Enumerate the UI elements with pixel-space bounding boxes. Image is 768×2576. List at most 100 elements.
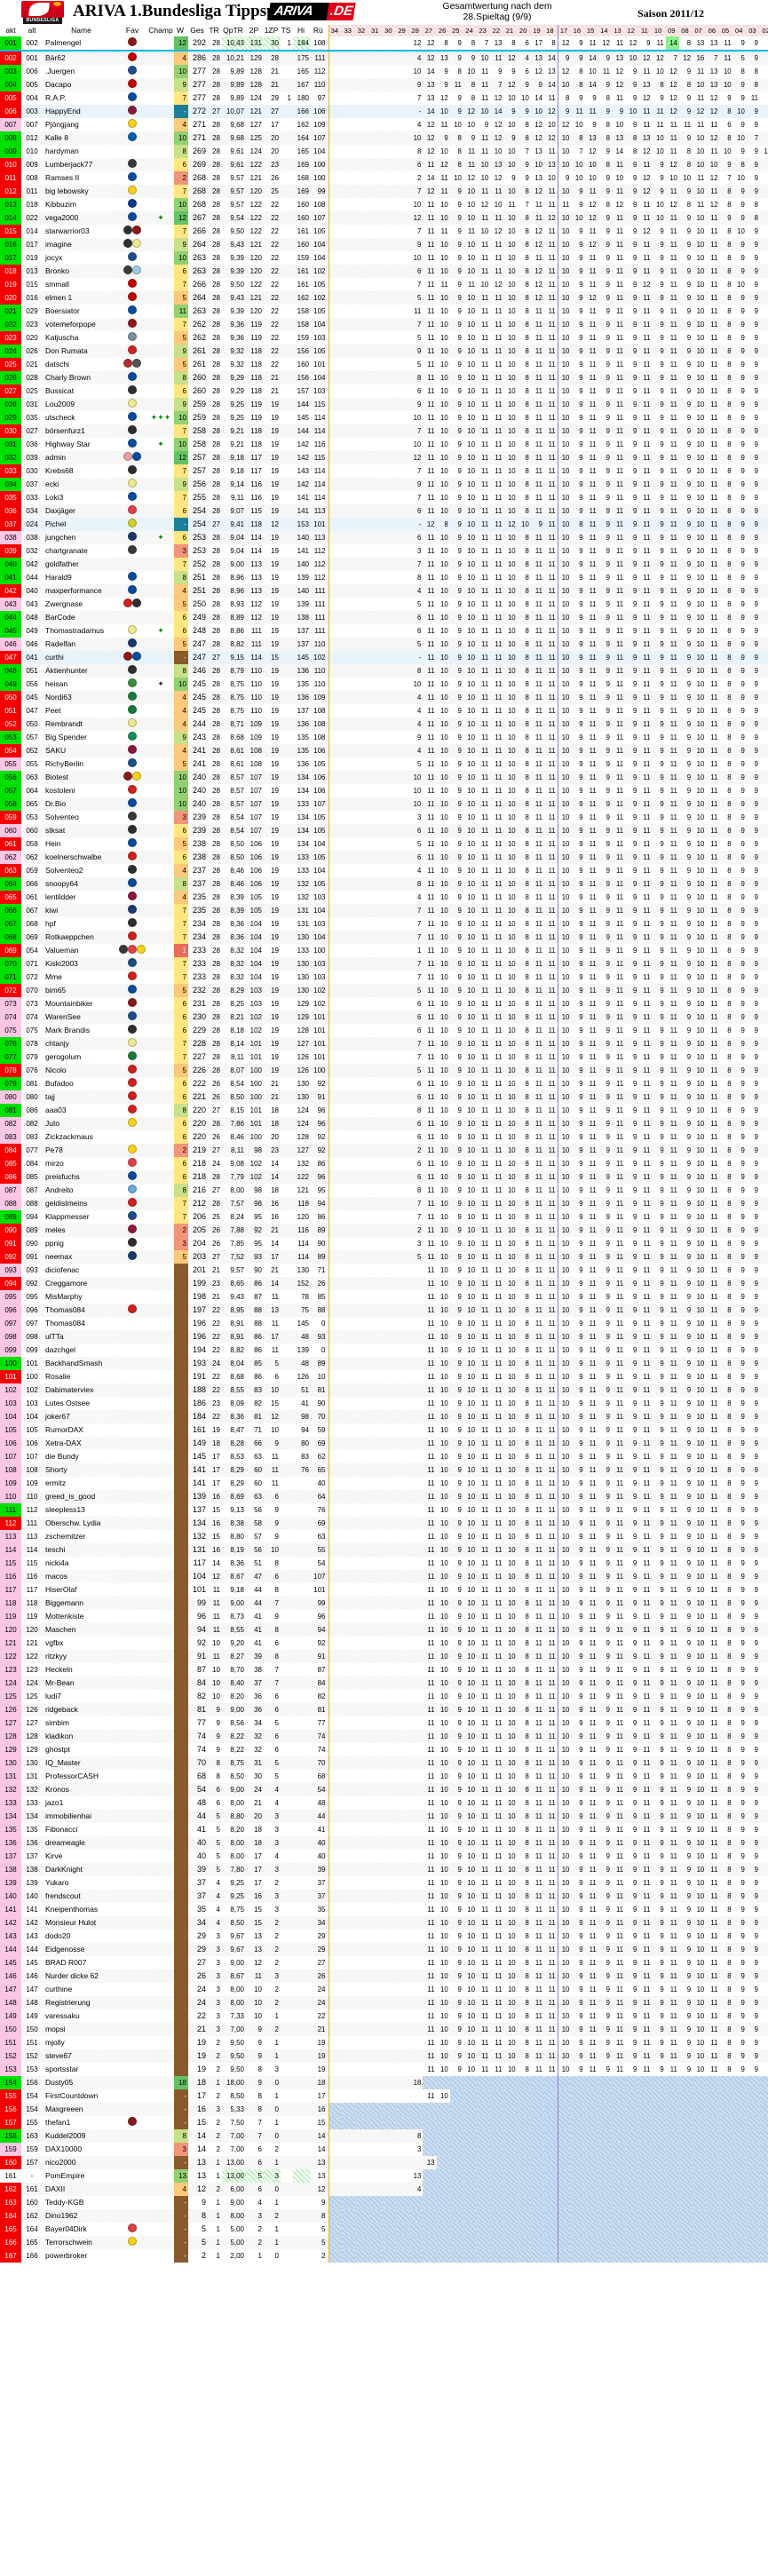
player-name[interactable]: Solventeo2: [45, 866, 83, 875]
player-name[interactable]: Pjöngjang: [45, 120, 79, 129]
table-row[interactable]: 017 019 jocyx 10 263 28 9,39 120 22 159 104 10 11 10 9…: [0, 251, 768, 265]
player-name[interactable]: Dr.Bio: [43, 797, 117, 811]
player-name[interactable]: Mme: [45, 972, 62, 981]
player-name[interactable]: elmen 1: [43, 291, 117, 305]
table-row[interactable]: 076 078 chtanjy 7 228 28 8,14 101 19 127 101 7 11 10 9…: [0, 1037, 768, 1050]
table-row[interactable]: 061 058 Hein 5 238 28 8,50 106 19 134 104 5 11 10 9 10 1…: [0, 837, 768, 851]
player-name[interactable]: vega2000: [43, 211, 117, 225]
table-row[interactable]: 049 056 heisan ✦ 10 245 28 8,75 110 19 135 110 10 11 1…: [0, 678, 768, 691]
player-name[interactable]: Peet: [45, 706, 61, 715]
table-row[interactable]: 088 088 geldistmeins 7 212 28 7,57 98 16 118 94 7 11…: [0, 1197, 768, 1210]
player-name[interactable]: Big Spender: [45, 733, 87, 741]
table-row[interactable]: 080 080 tajj 6 221 26 8,50 100 21 130 91 6 11 10 9 10 11…: [0, 1090, 768, 1104]
player-name[interactable]: Hein: [45, 839, 61, 848]
player-name[interactable]: hpf: [45, 919, 56, 928]
table-row[interactable]: 011 008 Ramses II 2 268 28 9,57 121 26 168 100 2 14 1…: [0, 171, 768, 185]
player-name[interactable]: Thomas084: [45, 1319, 85, 1328]
table-row[interactable]: 028 031 Lou2009 9 259 28 9,25 119 19 144 115 9 11 10 9…: [0, 398, 768, 411]
player-name[interactable]: .Juergen: [45, 67, 75, 75]
player-name[interactable]: Lumberjack77: [43, 158, 117, 171]
table-row[interactable]: 066 067 kiwi 7 235 28 8,39 105 19 131 104 7 11 10 9 10 1…: [0, 904, 768, 917]
player-name[interactable]: stksat: [43, 824, 117, 837]
table-row[interactable]: 055 055 RichyBerlin 5 241 28 8,61 108 19 136 105 5 1…: [0, 757, 768, 771]
table-row[interactable]: 006 003 HappyEnd -272 27 10,07 121 27 166 106-14 1…: [0, 105, 768, 118]
table-row[interactable]: 045 049 Thomastradamus ✦ 6 248 28 8,86 111 19 137 1…: [0, 624, 768, 638]
table-row[interactable]: 069 054 Valueman 1 233 28 8,32 104 19 133 100 1 11 10…: [0, 944, 768, 957]
table-row[interactable]: 024 026 Don Rumata 9 261 28 9,32 118 22 156 105 9 11…: [0, 345, 768, 358]
player-name[interactable]: starwarrior03: [45, 226, 90, 235]
table-row[interactable]: 053 057 Big Spender 9 243 28 8,68 109 19 135 108 9 1…: [0, 731, 768, 744]
table-row[interactable]: 015 014 starwarrior03 7 266 28 9,50 122 22 161 105…: [0, 225, 768, 238]
table-row[interactable]: 064 066 snoopy64 8 237 28 8,46 106 19 132 105 8 11 10…: [0, 877, 768, 891]
player-name[interactable]: Krebs68: [45, 466, 74, 475]
table-row[interactable]: 010 009 Lumberjack77 6 269 28 9,61 122 23 169 100 6…: [0, 158, 768, 171]
table-row[interactable]: 031 036 Highway Star ✦ 10 258 28 9,21 118 19 142 11…: [0, 438, 768, 451]
table-row[interactable]: 046 046 Radelfan 5 247 28 8,82 111 19 137 110 5 11 10…: [0, 638, 768, 651]
table-row[interactable]: 013 018 Kibbuzim 10 268 28 9,57 122 22 160 108 10 11…: [0, 198, 768, 211]
table-row[interactable]: 087 087 Andreito 8 216 27 8,00 98 18 121 95 8 11 10 9 1…: [0, 1184, 768, 1197]
table-row[interactable]: 068 069 Rotkaeppchen 7 234 28 8,36 104 19 130 104 7…: [0, 931, 768, 944]
player-name[interactable]: Ramses II: [45, 173, 80, 182]
table-row[interactable]: 002 001 Bär62 4 286 28 10,21 129 28 175 111 4 12 13 9 9…: [0, 51, 768, 65]
player-name[interactable]: chtanjy: [43, 1037, 117, 1050]
table-row[interactable]: 016 017 imagine 9 264 28 9,43 121 22 160 104 9 11 10 9…: [0, 238, 768, 251]
table-row[interactable]: 043 043 Zwergnase 5 250 28 8,93 112 19 139 111 5 11 1…: [0, 598, 768, 611]
player-name[interactable]: heisan: [45, 679, 68, 688]
player-name[interactable]: goldfather: [43, 558, 117, 571]
table-row[interactable]: 001 002 Palmengel 12 292 28 10,43 131 30 1 184 108 1…: [0, 36, 768, 52]
table-row[interactable]: 040 042 goldfather 7 252 28 9,00 113 19 140 112 7 11…: [0, 558, 768, 571]
player-name[interactable]: Daxjäger: [43, 504, 117, 518]
table-row[interactable]: 057 064 kostoleni 10 240 28 8,57 107 19 134 106 10 1…: [0, 784, 768, 797]
table-row[interactable]: 095 095 MisMarphy 198 21 9,43 87 11 78 85 11 10 9 10 1…: [0, 1290, 768, 1304]
player-name[interactable]: Mark Brandis: [45, 1026, 91, 1034]
player-name[interactable]: smmall: [45, 280, 69, 289]
table-row[interactable]: 048 051 Aktienhunter 8 246 28 8,79 110 19 136 110 8…: [0, 664, 768, 678]
table-row[interactable]: 060 060 stksat 6 239 28 8,54 107 19 134 105 6 11 10 9 1…: [0, 824, 768, 837]
player-name[interactable]: Bär62: [43, 51, 117, 65]
player-name[interactable]: SAKU: [43, 744, 117, 757]
table-row[interactable]: 044 048 BarCode 6 249 28 8,89 112 19 138 111 6 11 10 9…: [0, 611, 768, 624]
table-row[interactable]: 025 021 datschi 5 261 28 9,32 118 22 160 101 5 11 10 9…: [0, 358, 768, 371]
player-name[interactable]: Lou2009: [43, 398, 117, 411]
table-row[interactable]: 090 089 meles 2 205 26 7,88 92 21 116 89 2 11 10 9 10 11…: [0, 1224, 768, 1237]
table-row[interactable]: 085 084 mirzo 6 218 24 9,08 102 14 132 86 6 11 10 9 10 1…: [0, 1157, 768, 1170]
player-name[interactable]: Mountainbiker: [45, 999, 93, 1008]
table-row[interactable]: 014 022 vega2000 ✦ 12 267 28 9,54 122 22 160 107 12 1…: [0, 211, 768, 225]
player-name[interactable]: Bufadoo: [45, 1079, 74, 1088]
table-row[interactable]: 009 010 hardyman 8 269 28 9,61 124 20 165 104 8 12 10…: [0, 145, 768, 158]
table-row[interactable]: 081 086 aaa03 8 220 27 8,15 101 18 124 96 8 11 10 9 10 1…: [0, 1104, 768, 1117]
player-name[interactable]: Rembrandt: [43, 717, 117, 731]
table-row[interactable]: 037 024 Pichel -254 27 9,41 118 12 153 101-12 8 9 10…: [0, 518, 768, 531]
player-name[interactable]: Pichel: [43, 518, 117, 531]
table-row[interactable]: 038 038 jungchen ✦ 6 253 28 9,04 114 19 140 113 6 11 1…: [0, 531, 768, 544]
player-name[interactable]: Loki3: [45, 493, 64, 502]
table-row[interactable]: 075 075 Mark Brandis 6 229 28 8,18 102 19 128 101 6…: [0, 1024, 768, 1037]
table-row[interactable]: 078 076 Nicolo 5 226 28 8,07 100 19 126 100 5 11 10 9 1…: [0, 1064, 768, 1077]
table-row[interactable]: 021 029 Boersiator 11 263 28 9,39 120 22 158 105 11…: [0, 305, 768, 318]
player-name[interactable]: ulTTa: [43, 1330, 117, 1343]
player-name[interactable]: big lebowsky: [43, 185, 117, 198]
player-name[interactable]: kiwi: [43, 904, 117, 917]
table-row[interactable]: 070 071 Kiski2003 7 233 28 8,32 104 19 130 103 7 11 1…: [0, 957, 768, 971]
player-name[interactable]: maxperformance: [43, 584, 117, 598]
player-name[interactable]: Zwergnase: [45, 599, 83, 608]
table-row[interactable]: 084 077 Pe78 2 219 27 8,11 98 23 127 92 2 11 10 9 10 11 1…: [0, 1144, 768, 1157]
player-name[interactable]: diciofenac: [45, 1265, 80, 1274]
player-name[interactable]: bim65: [43, 984, 117, 997]
player-name[interactable]: jocyx: [45, 253, 63, 262]
player-name[interactable]: hardyman: [45, 147, 79, 155]
table-row[interactable]: 023 020 Katjuscha 5 262 28 9,36 119 22 159 103 5 11 1…: [0, 331, 768, 345]
table-row[interactable]: 059 053 Solventeo 3 239 28 8,54 107 19 134 105 3 11 1…: [0, 811, 768, 824]
table-row[interactable]: 004 005 Dacapo 9 277 28 9,89 128 21 167 110 9 13 9 11 8…: [0, 78, 768, 91]
player-name[interactable]: jungchen: [43, 531, 117, 544]
table-row[interactable]: 029 035 utscheck ✦✦✦ 10 259 28 9,25 119 19 145 114 1…: [0, 411, 768, 424]
player-name[interactable]: utscheck: [45, 413, 75, 422]
table-row[interactable]: 033 030 Krebs68 7 257 28 9,18 117 19 143 114 7 11 10 9…: [0, 464, 768, 478]
player-name[interactable]: HappyEnd: [43, 105, 117, 118]
player-name[interactable]: Solventeo: [45, 812, 79, 821]
player-name[interactable]: Nicolo: [43, 1064, 117, 1077]
table-row[interactable]: 096 096 Thomas084 197 22 8,95 88 13 75 88 11 10 9 10 1…: [0, 1304, 768, 1317]
player-name[interactable]: curthi: [43, 651, 117, 664]
player-name[interactable]: WarenSee: [43, 1011, 117, 1024]
player-name[interactable]: Valueman: [45, 946, 79, 955]
